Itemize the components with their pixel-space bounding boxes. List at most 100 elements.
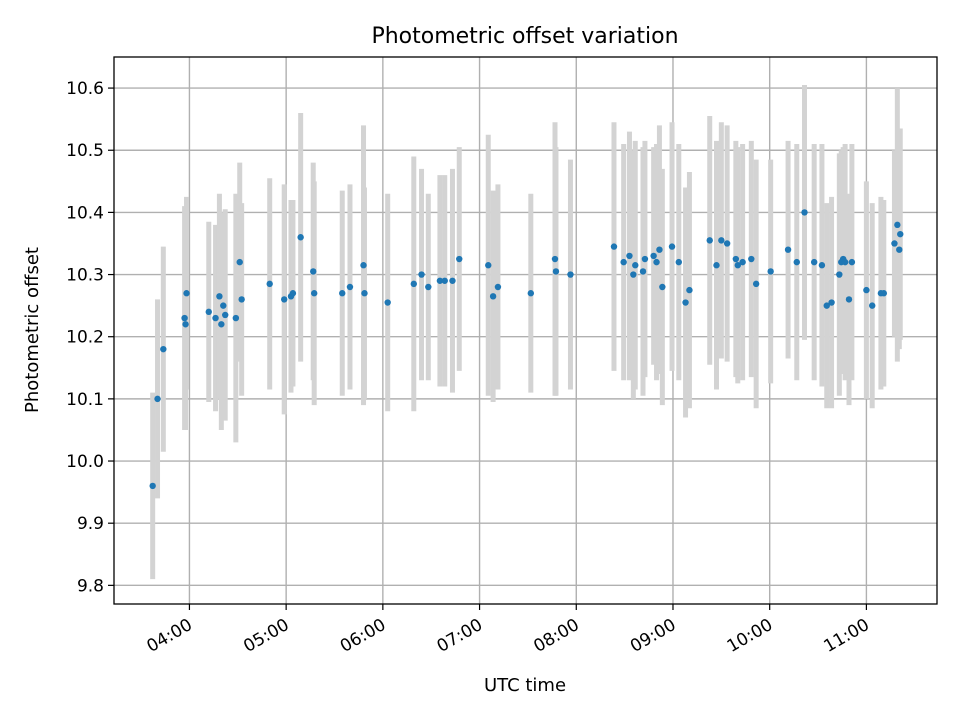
data-point bbox=[238, 296, 245, 303]
data-point bbox=[216, 293, 223, 300]
data-point bbox=[425, 283, 432, 291]
data-point bbox=[181, 314, 188, 322]
data-point bbox=[310, 290, 318, 297]
y-tick-label: 10.3 bbox=[66, 266, 104, 286]
y-tick-label: 10.1 bbox=[66, 390, 104, 410]
data-point bbox=[149, 482, 156, 490]
data-point bbox=[281, 296, 288, 303]
data-point bbox=[220, 302, 227, 309]
data-point bbox=[222, 311, 229, 319]
data-point bbox=[212, 314, 219, 322]
data-point bbox=[752, 280, 760, 288]
data-point bbox=[182, 321, 189, 328]
data-point bbox=[494, 283, 502, 291]
data-point bbox=[154, 395, 161, 403]
data-point bbox=[841, 258, 849, 266]
y-tick-label: 9.8 bbox=[77, 576, 104, 596]
data-point bbox=[748, 255, 755, 263]
data-point bbox=[449, 277, 456, 284]
x-tick-label: 05:00 bbox=[240, 615, 292, 657]
error-bars bbox=[150, 84, 903, 580]
data-point bbox=[410, 280, 418, 288]
data-point bbox=[897, 230, 904, 238]
data-point bbox=[456, 255, 463, 263]
data-point bbox=[845, 296, 853, 303]
data-point bbox=[297, 234, 304, 241]
data-point bbox=[818, 262, 826, 269]
data-point bbox=[686, 286, 693, 294]
data-point bbox=[236, 258, 243, 266]
data-point bbox=[289, 290, 297, 297]
data-point bbox=[880, 290, 888, 297]
y-axis-label: Photometric offset bbox=[22, 247, 43, 413]
data-point bbox=[626, 252, 633, 260]
data-point bbox=[718, 237, 725, 244]
data-point bbox=[567, 271, 574, 278]
data-point bbox=[836, 271, 843, 278]
x-tick-label: 11:00 bbox=[820, 615, 872, 657]
chart-title: Photometric offset variation bbox=[371, 24, 678, 49]
x-tick-label: 08:00 bbox=[530, 615, 582, 657]
data-point bbox=[675, 258, 682, 266]
data-point bbox=[896, 246, 903, 253]
data-point bbox=[160, 345, 167, 353]
y-tick-label: 10.2 bbox=[66, 328, 104, 348]
data-point bbox=[232, 314, 240, 322]
x-tick-label: 10:00 bbox=[724, 615, 776, 657]
data-point bbox=[436, 277, 444, 284]
x-tick-label: 09:00 bbox=[627, 615, 679, 657]
data-point bbox=[218, 321, 225, 328]
data-point bbox=[630, 271, 637, 278]
data-point bbox=[551, 255, 559, 263]
data-point bbox=[734, 262, 741, 269]
data-point bbox=[361, 290, 368, 297]
x-tick-label: 06:00 bbox=[337, 615, 389, 657]
data-point bbox=[891, 240, 898, 247]
data-point bbox=[441, 277, 448, 284]
data-point bbox=[848, 258, 856, 266]
data-point bbox=[650, 252, 657, 260]
data-point bbox=[894, 221, 901, 229]
data-point bbox=[668, 243, 676, 250]
data-point bbox=[641, 255, 649, 263]
x-tick-label: 04:00 bbox=[143, 615, 195, 657]
x-tick-label: 07:00 bbox=[434, 615, 486, 657]
y-tick-label: 10.4 bbox=[66, 203, 104, 223]
data-point bbox=[810, 258, 818, 266]
data-point bbox=[620, 258, 627, 266]
data-point bbox=[489, 293, 497, 300]
data-point bbox=[346, 283, 354, 291]
data-point bbox=[828, 299, 835, 306]
data-point bbox=[205, 308, 212, 316]
data-point bbox=[653, 258, 660, 266]
data-point bbox=[552, 268, 560, 275]
data-point bbox=[682, 299, 689, 306]
data-point bbox=[266, 280, 273, 288]
data-point bbox=[656, 246, 663, 253]
data-point bbox=[869, 302, 876, 309]
y-tick-label: 10.0 bbox=[66, 452, 104, 472]
data-point bbox=[384, 299, 391, 306]
data-point bbox=[723, 240, 731, 247]
data-point bbox=[485, 262, 492, 269]
data-point bbox=[801, 209, 808, 216]
x-axis-label: UTC time bbox=[484, 675, 566, 696]
plot-frame bbox=[113, 56, 938, 605]
data-point bbox=[639, 268, 647, 275]
data-point bbox=[739, 258, 746, 266]
y-tick-label: 10.5 bbox=[66, 141, 104, 161]
data-point bbox=[784, 246, 792, 253]
data-point bbox=[632, 262, 639, 269]
data-point bbox=[713, 262, 720, 269]
data-point bbox=[360, 262, 367, 269]
data-point bbox=[767, 268, 774, 275]
data-point bbox=[418, 271, 425, 278]
data-point bbox=[823, 302, 830, 309]
data-point bbox=[793, 258, 800, 266]
y-tick-label: 10.6 bbox=[66, 79, 104, 99]
data-point bbox=[310, 268, 317, 275]
data-points bbox=[149, 209, 904, 490]
y-tick-label: 9.9 bbox=[77, 514, 104, 534]
data-point bbox=[863, 286, 870, 294]
